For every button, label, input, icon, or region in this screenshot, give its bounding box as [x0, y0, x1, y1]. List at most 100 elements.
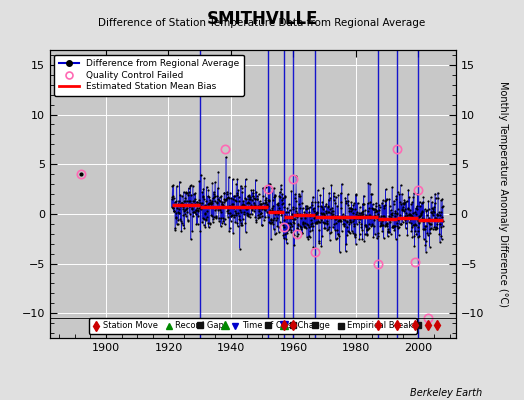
Point — [318, 204, 326, 210]
Point — [333, 235, 341, 242]
Point — [385, 216, 393, 223]
Point — [353, 214, 362, 221]
Point — [260, 204, 268, 210]
Point — [328, 212, 336, 218]
Point — [283, 205, 292, 211]
Point — [226, 210, 234, 216]
Point — [261, 214, 269, 220]
Point — [399, 207, 407, 213]
Point — [384, 228, 392, 234]
Point — [398, 219, 407, 226]
Point — [297, 226, 305, 232]
Point — [415, 212, 423, 219]
Point — [240, 208, 248, 215]
Point — [334, 230, 342, 237]
Point — [332, 216, 340, 222]
Point — [347, 199, 356, 205]
Point — [438, 195, 446, 202]
Point — [168, 194, 176, 200]
Point — [236, 220, 245, 226]
Point — [170, 208, 179, 215]
Point — [325, 230, 334, 236]
Point — [400, 201, 408, 207]
Point — [346, 219, 355, 225]
Point — [215, 194, 224, 201]
Point — [330, 196, 338, 203]
Point — [211, 213, 220, 220]
Point — [196, 203, 205, 209]
Point — [341, 217, 349, 224]
Point — [224, 214, 232, 220]
Point — [402, 214, 411, 220]
Point — [397, 201, 406, 207]
Point — [298, 188, 306, 194]
Point — [374, 212, 382, 219]
Point — [403, 205, 412, 211]
Point — [191, 196, 199, 202]
Point — [342, 218, 351, 225]
Point — [212, 199, 221, 206]
Point — [363, 232, 371, 238]
Point — [226, 203, 235, 209]
Point — [223, 195, 231, 202]
Point — [316, 210, 325, 216]
Point — [343, 228, 352, 234]
Point — [258, 213, 266, 219]
Point — [418, 200, 426, 206]
Point — [384, 233, 392, 240]
Point — [253, 195, 261, 202]
Point — [400, 199, 408, 206]
Point — [321, 213, 330, 219]
Point — [357, 224, 366, 230]
Point — [299, 218, 307, 225]
Point — [365, 205, 374, 211]
Point — [391, 223, 399, 229]
Point — [261, 184, 270, 190]
Point — [422, 207, 431, 213]
Point — [311, 199, 320, 205]
Point — [364, 226, 372, 232]
Point — [218, 198, 226, 205]
Point — [198, 218, 206, 225]
Point — [289, 206, 297, 212]
Point — [230, 212, 238, 218]
Point — [254, 202, 262, 209]
Point — [303, 234, 311, 240]
Point — [248, 206, 257, 213]
Point — [263, 203, 271, 210]
Point — [424, 232, 432, 238]
Point — [269, 220, 277, 227]
Point — [362, 222, 370, 228]
Point — [259, 204, 268, 210]
Point — [169, 182, 177, 188]
Point — [221, 197, 230, 203]
Point — [357, 211, 366, 218]
Point — [299, 220, 308, 226]
Point — [259, 206, 268, 212]
Point — [348, 206, 356, 212]
Point — [278, 221, 287, 228]
Point — [198, 200, 206, 206]
Point — [436, 223, 445, 230]
Point — [301, 224, 309, 230]
Point — [174, 217, 182, 224]
Point — [426, 226, 434, 232]
Point — [364, 180, 373, 186]
Point — [306, 213, 314, 220]
Point — [353, 209, 362, 215]
Point — [209, 219, 217, 225]
Point — [289, 219, 298, 226]
Point — [413, 228, 422, 235]
Point — [267, 216, 276, 222]
Point — [222, 154, 230, 160]
Point — [345, 221, 353, 227]
Point — [168, 205, 177, 212]
Point — [168, 182, 177, 189]
Point — [409, 194, 418, 201]
Point — [324, 203, 333, 209]
Point — [246, 211, 254, 217]
Point — [315, 227, 323, 233]
Point — [283, 214, 291, 221]
Point — [322, 200, 331, 207]
Point — [228, 195, 237, 202]
